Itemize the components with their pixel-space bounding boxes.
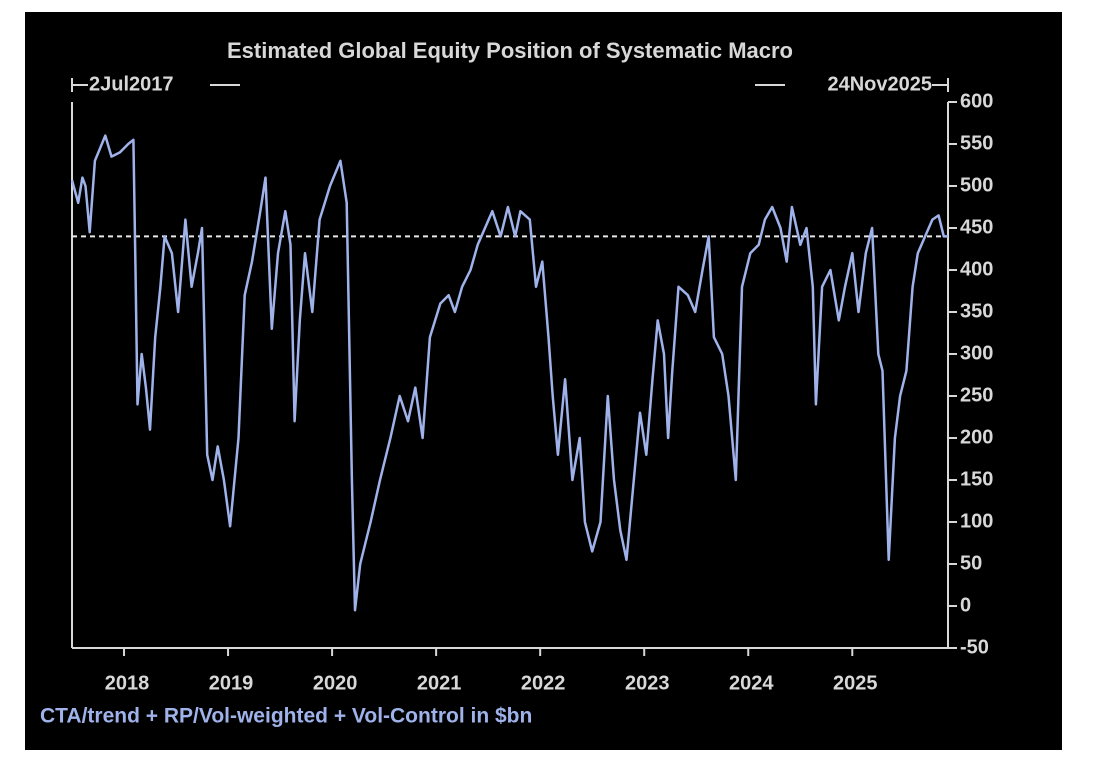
end-date-label: 24Nov2025	[827, 73, 932, 95]
y-tick-label: 500	[960, 174, 993, 196]
chart-background	[25, 12, 1062, 750]
data-line	[70, 134, 948, 612]
y-tick-label: 350	[960, 300, 993, 322]
start-date-label: 2Jul2017	[89, 73, 174, 95]
y-tick-label: -50	[960, 636, 989, 658]
x-tick-label: 2021	[417, 672, 462, 694]
y-tick-label: 400	[960, 258, 993, 280]
x-tick-label: 2020	[313, 672, 358, 694]
x-tick-label: 2023	[625, 672, 670, 694]
y-tick-label: 0	[960, 594, 971, 616]
x-tick-label: 2018	[105, 672, 150, 694]
footnote: CTA/trend + RP/Vol-weighted + Vol-Contro…	[40, 705, 532, 728]
y-tick-label: 100	[960, 510, 993, 532]
y-tick-label: 600	[960, 90, 993, 112]
y-tick-label: 250	[960, 384, 993, 406]
x-tick-label: 2019	[209, 672, 254, 694]
y-tick-label: 550	[960, 132, 993, 154]
x-tick-label: 2022	[521, 672, 566, 694]
y-tick-label: 200	[960, 426, 993, 448]
chart-title: Estimated Global Equity Position of Syst…	[227, 38, 793, 63]
y-tick-label: 150	[960, 468, 993, 490]
x-tick-label: 2024	[729, 672, 774, 694]
y-tick-label: 450	[960, 216, 993, 238]
y-tick-label: 50	[960, 552, 982, 574]
x-tick-label: 2025	[833, 672, 878, 694]
y-tick-label: 300	[960, 342, 993, 364]
